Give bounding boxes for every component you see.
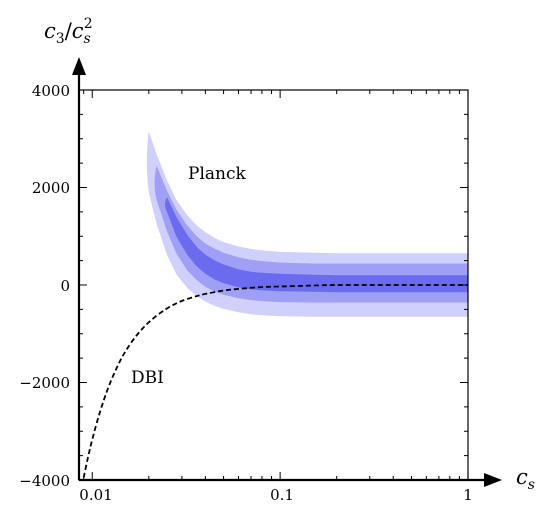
y-tick-label-neg4000: −4000 bbox=[19, 472, 70, 490]
y-axis-title: c3/cs2 bbox=[44, 16, 93, 47]
planck-bands bbox=[146, 131, 468, 317]
dbi-annotation: DBI bbox=[131, 368, 164, 388]
dbi-curve bbox=[82, 284, 468, 478]
dbi-curve-group bbox=[82, 284, 468, 478]
planck-band-inner bbox=[165, 197, 468, 293]
x-tick-label-1: 1 bbox=[463, 486, 473, 504]
x-tick-label-0.01: 0.01 bbox=[79, 486, 112, 504]
y-tick-label-4000: 4000 bbox=[32, 82, 70, 100]
y-tick-label-neg2000: −2000 bbox=[19, 374, 70, 392]
x-axis-title: cs bbox=[516, 465, 535, 493]
planck-annotation: Planck bbox=[188, 164, 246, 184]
y-tick-label-2000: 2000 bbox=[32, 179, 70, 197]
y-tick-label-0: 0 bbox=[60, 277, 70, 295]
y-axis-arrowhead bbox=[72, 57, 86, 75]
x-axis-arrowhead bbox=[484, 473, 502, 487]
x-tick-label-0.1: 0.1 bbox=[270, 486, 294, 504]
